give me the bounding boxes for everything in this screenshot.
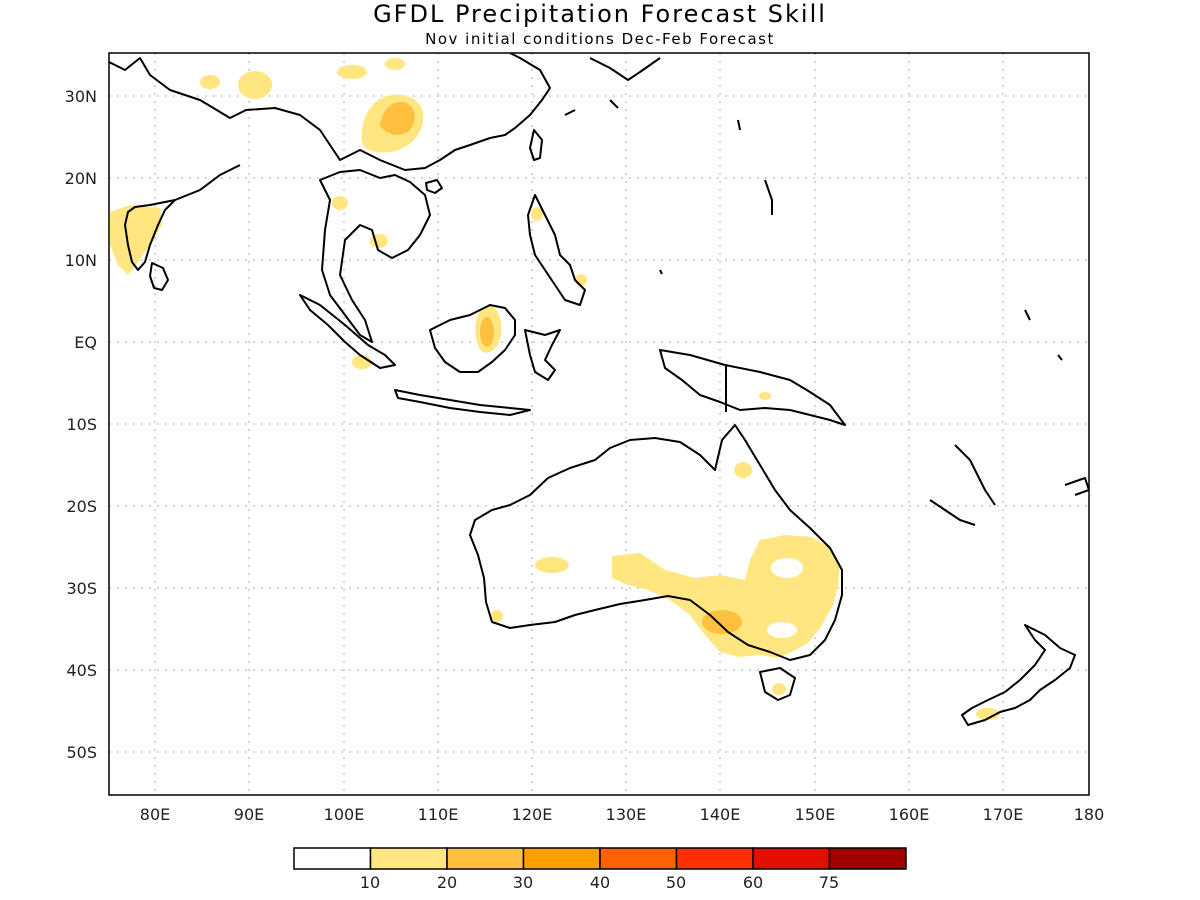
colorbar-label: 10 (360, 873, 380, 892)
colorbar-label: 50 (666, 873, 686, 892)
colorbar-box-7 (828, 847, 907, 870)
lon-tick-label: 100E (324, 805, 365, 824)
map-subtitle: Nov initial conditions Dec-Feb Forecast (425, 30, 775, 48)
lat-tick-label: 30N (65, 87, 97, 106)
lon-tick-label: 170E (983, 805, 1024, 824)
lat-tick-label: 30S (66, 579, 97, 598)
colorbar-box-5 (675, 847, 754, 870)
japan-partial (564, 57, 661, 116)
new-zealand (961, 624, 1076, 726)
colorbar-label: 75 (819, 873, 839, 892)
lat-tick-label: 20N (65, 169, 97, 188)
lon-tick-label: 150E (795, 805, 836, 824)
coastlines (109, 53, 1089, 726)
lat-tick-label: 10S (66, 415, 97, 434)
lat-tick-label: 40S (66, 661, 97, 680)
colorbar-label: 30 (513, 873, 533, 892)
lon-tick-label: 160E (889, 805, 930, 824)
lat-tick-label: 20S (66, 497, 97, 516)
indochina-coast (319, 169, 431, 343)
pacific-islands (659, 119, 1089, 526)
sulawesi (524, 329, 561, 381)
map-frame (108, 52, 1090, 796)
sri-lanka (149, 262, 169, 291)
lon-tick-label: 140E (700, 805, 741, 824)
longitude-labels: 80E 90E 100E 110E 120E 130E 140E 150E 16… (140, 805, 1105, 824)
tasmania (759, 667, 796, 701)
colorbar-box-0 (293, 847, 372, 870)
graticule (109, 53, 1089, 795)
india-coast (124, 164, 241, 271)
lat-tick-label: EQ (74, 333, 97, 352)
colorbar-label: 40 (590, 873, 610, 892)
lon-tick-label: 130E (606, 805, 647, 824)
java (394, 389, 531, 416)
sumatra (299, 294, 396, 369)
lon-tick-label: 120E (512, 805, 553, 824)
colorbar-label: 20 (437, 873, 457, 892)
colorbar-box-4 (599, 847, 678, 870)
lat-tick-label: 10N (65, 251, 97, 270)
map-title: GFDL Precipitation Forecast Skill (373, 0, 827, 28)
colorbar-label: 60 (743, 873, 763, 892)
lat-tick-label: 50S (66, 743, 97, 762)
colorbar: 10 20 30 40 50 60 75 (293, 847, 907, 892)
latitude-labels: 30N 20N 10N EQ 10S 20S 30S 40S 50S (65, 87, 97, 762)
colorbar-box-3 (522, 847, 601, 870)
hainan (425, 179, 443, 194)
borneo (429, 304, 516, 373)
australia-coast (469, 424, 843, 661)
philippines (527, 194, 586, 306)
lon-tick-label: 180 (1074, 805, 1105, 824)
asia-coast (109, 53, 551, 171)
colorbar-box-2 (446, 847, 525, 870)
lon-tick-label: 80E (140, 805, 170, 824)
skill-shading-below-10-holes (767, 558, 803, 638)
new-guinea (659, 349, 846, 426)
lon-tick-label: 90E (234, 805, 264, 824)
colorbar-box-1 (369, 847, 448, 870)
lon-tick-label: 110E (418, 805, 459, 824)
skill-shading-20-30 (380, 101, 742, 634)
taiwan (529, 129, 543, 161)
colorbar-box-6 (752, 847, 831, 870)
